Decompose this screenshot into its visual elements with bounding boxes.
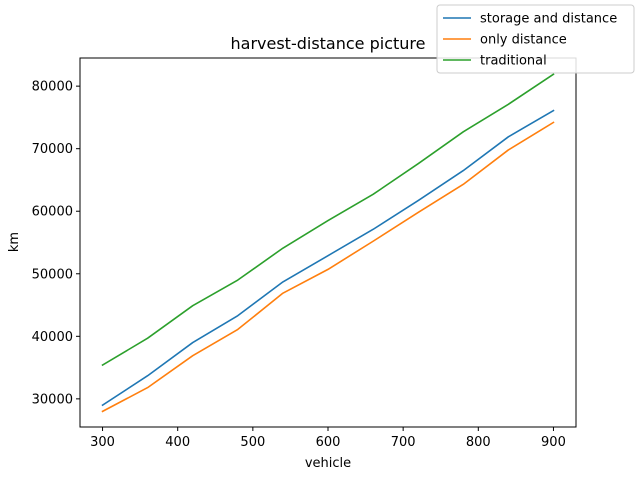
series-line-traditional [101, 73, 555, 367]
chart-title: harvest-distance picture [231, 34, 426, 53]
legend-label: storage and distance [480, 12, 617, 27]
legend-box [436, 4, 635, 74]
x-tick-label: 600 [316, 435, 341, 450]
x-tick-label: 800 [466, 435, 491, 450]
y-tick-label: 40000 [32, 330, 73, 345]
y-axis-label: km [7, 232, 22, 252]
legend-label: traditional [480, 54, 547, 69]
series-lines [101, 73, 555, 413]
y-tick-label: 60000 [32, 205, 73, 220]
series-line-only-distance [101, 121, 555, 413]
x-tick-label: 700 [391, 435, 416, 450]
x-axis: 300 400 500 600 700 800 900 [90, 427, 566, 450]
legend: storage and distance only distance traditi… [436, 4, 635, 74]
x-tick-label: 500 [240, 435, 265, 450]
y-tick-label: 50000 [32, 267, 73, 282]
y-tick-label: 30000 [32, 392, 73, 407]
y-tick-label: 70000 [32, 142, 73, 157]
y-axis: 30000 40000 50000 60000 70000 80000 [32, 80, 80, 407]
x-tick-label: 300 [90, 435, 115, 450]
legend-label: only distance [480, 33, 567, 48]
x-axis-label: vehicle [305, 456, 351, 471]
x-tick-label: 900 [541, 435, 566, 450]
x-tick-label: 400 [165, 435, 190, 450]
y-tick-label: 80000 [32, 80, 73, 95]
series-line-storage-and-distance [101, 109, 555, 407]
